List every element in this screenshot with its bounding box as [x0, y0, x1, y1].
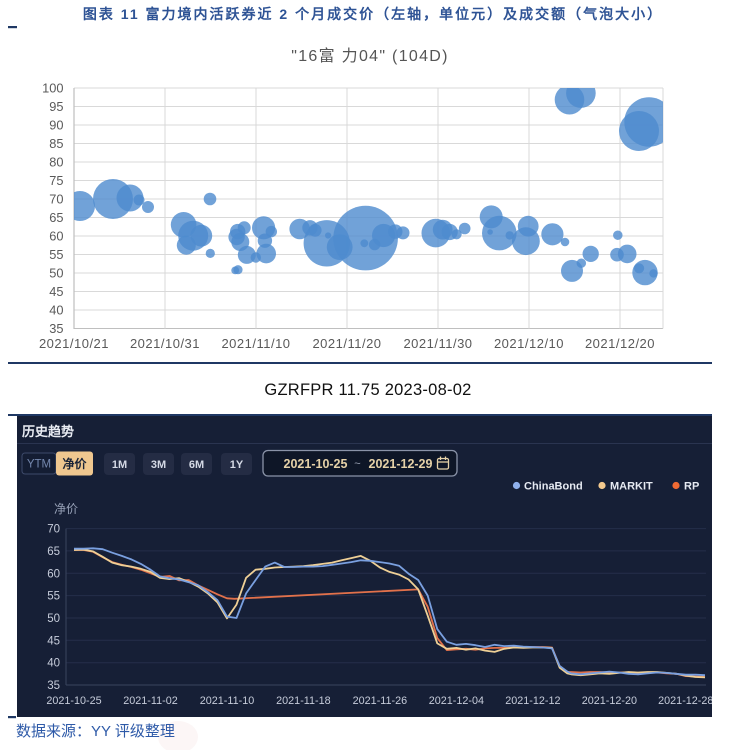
svg-text:2021-12-29: 2021-12-29: [369, 457, 433, 471]
svg-text:2021-11-26: 2021-11-26: [353, 695, 407, 707]
svg-text:ChinaBond: ChinaBond: [524, 481, 583, 493]
svg-text:45: 45: [47, 635, 60, 647]
svg-text:2021/11/30: 2021/11/30: [403, 336, 472, 351]
svg-text:55: 55: [49, 247, 63, 262]
svg-text:2021-12-28: 2021-12-28: [658, 695, 713, 707]
svg-text:2021/11/20: 2021/11/20: [312, 336, 381, 351]
svg-text:50: 50: [49, 265, 63, 280]
svg-text:2021/12/20: 2021/12/20: [585, 336, 655, 351]
svg-text:1Y: 1Y: [230, 459, 244, 471]
svg-text:2021-11-02: 2021-11-02: [123, 695, 177, 707]
svg-text:55: 55: [47, 591, 60, 603]
svg-text:75: 75: [49, 173, 63, 188]
svg-text:2021-12-20: 2021-12-20: [582, 695, 637, 707]
svg-text:净价: 净价: [62, 456, 87, 471]
svg-text:80: 80: [49, 154, 63, 169]
svg-text:6M: 6M: [189, 459, 204, 471]
svg-text:2021-10-25: 2021-10-25: [46, 695, 101, 707]
svg-text:2021/11/10: 2021/11/10: [221, 336, 290, 351]
svg-text:"16富 力04" (104D): "16富 力04" (104D): [291, 47, 449, 65]
svg-text:50: 50: [47, 613, 60, 625]
svg-text:90: 90: [49, 117, 63, 132]
svg-text:数据来源：YY 评级整理: 数据来源：YY 评级整理: [16, 723, 175, 740]
svg-text:2021/12/10: 2021/12/10: [494, 336, 564, 351]
svg-text:65: 65: [49, 210, 63, 225]
svg-text:YTM: YTM: [27, 459, 51, 471]
svg-text:RP: RP: [684, 481, 699, 493]
svg-text:~: ~: [354, 458, 360, 470]
svg-text:2021-12-12: 2021-12-12: [505, 695, 560, 707]
svg-text:2021/10/31: 2021/10/31: [130, 336, 200, 351]
svg-text:MARKIT: MARKIT: [610, 481, 653, 493]
svg-text:35: 35: [47, 680, 60, 692]
svg-text:60: 60: [49, 228, 63, 243]
svg-text:95: 95: [49, 99, 63, 114]
svg-text:2021-11-10: 2021-11-10: [200, 695, 254, 707]
svg-text:2021-10-25: 2021-10-25: [284, 457, 348, 471]
svg-text:85: 85: [49, 136, 63, 151]
svg-text:35: 35: [49, 321, 63, 336]
svg-text:历史趋势: 历史趋势: [22, 424, 74, 439]
svg-text:2021/10/21: 2021/10/21: [39, 336, 109, 351]
svg-text:60: 60: [47, 568, 60, 580]
svg-text:净价: 净价: [54, 502, 78, 516]
svg-text:100: 100: [42, 80, 63, 95]
svg-text:70: 70: [49, 191, 63, 206]
svg-text:40: 40: [49, 302, 63, 317]
svg-text:40: 40: [47, 658, 60, 670]
svg-text:GZRFPR 11.75 2023-08-02: GZRFPR 11.75 2023-08-02: [264, 381, 471, 399]
svg-text:3M: 3M: [151, 459, 166, 471]
svg-text:45: 45: [49, 284, 63, 299]
svg-text:图表 11 富力境内活跃券近 2 个月成交价（左轴，单位元）: 图表 11 富力境内活跃券近 2 个月成交价（左轴，单位元）及成交额（气泡大小）: [83, 6, 663, 22]
svg-text:65: 65: [47, 546, 60, 558]
svg-text:2021-11-18: 2021-11-18: [276, 695, 330, 707]
svg-text:1M: 1M: [112, 459, 127, 471]
svg-text:2021-12-04: 2021-12-04: [429, 695, 484, 707]
svg-text:70: 70: [47, 524, 60, 536]
